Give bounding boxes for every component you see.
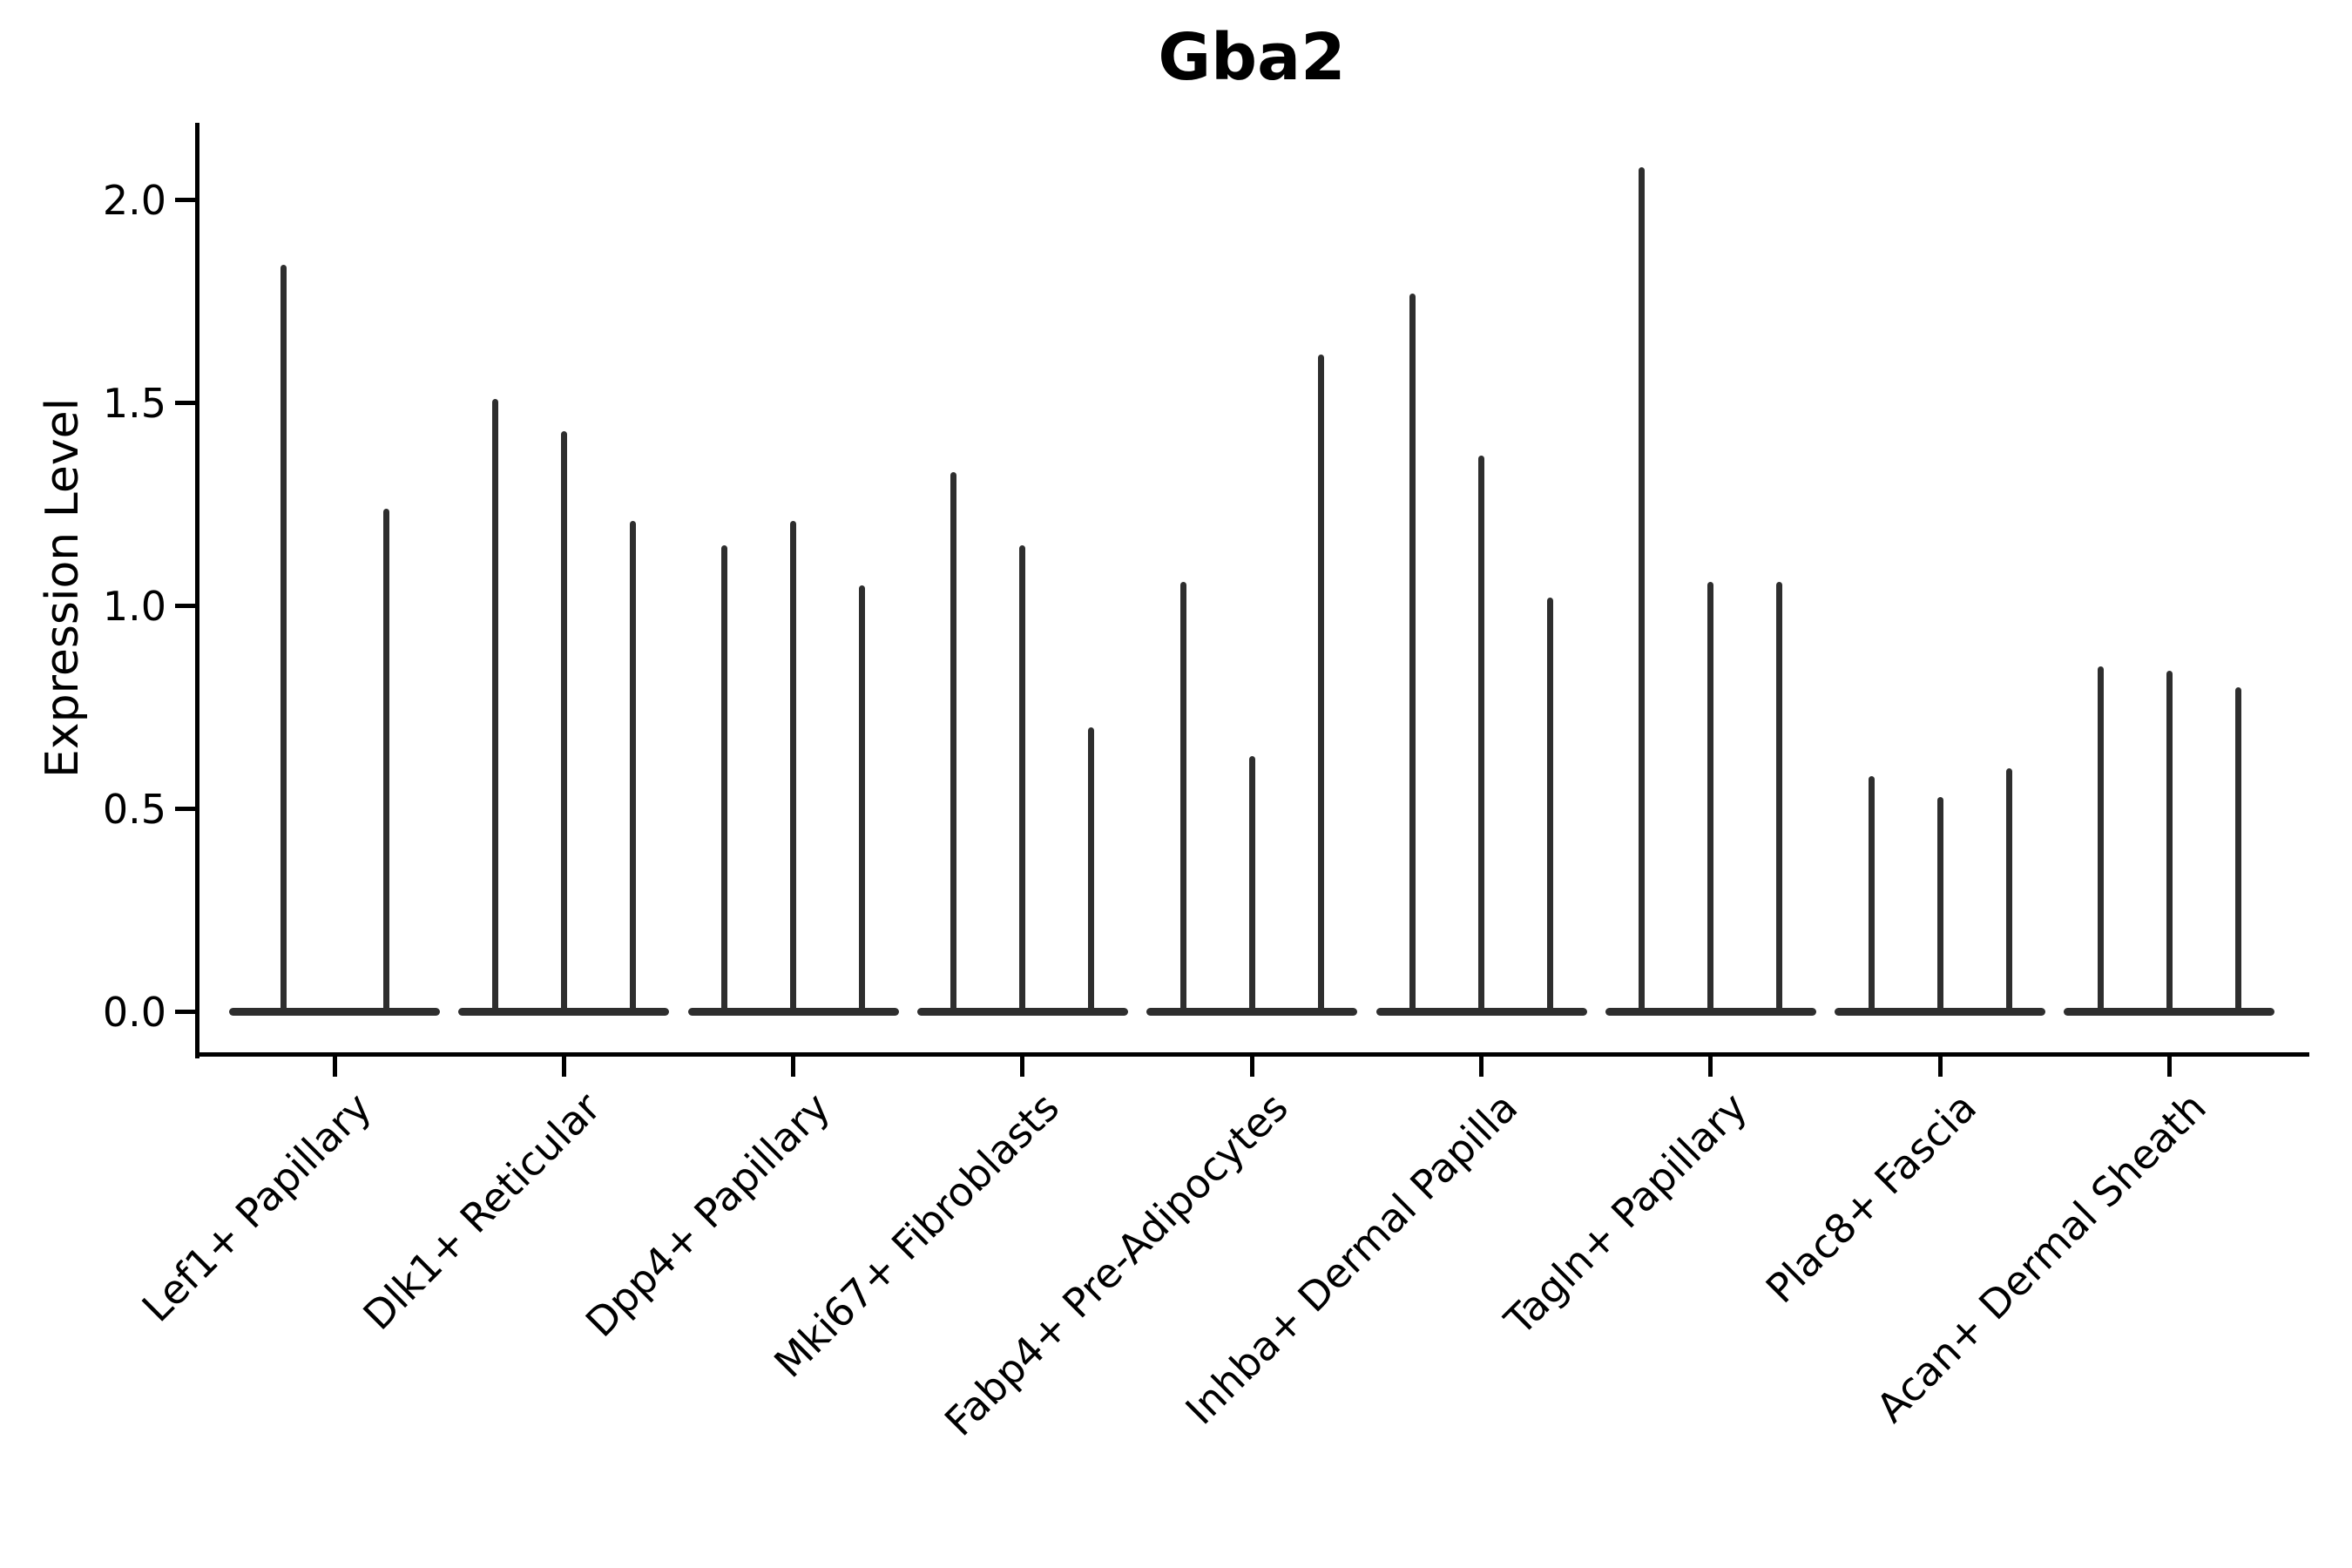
- violin-needle: [790, 520, 797, 1016]
- x-tick-mark: [561, 1056, 566, 1077]
- violin-needle: [1478, 456, 1484, 1016]
- violin-needle: [1317, 354, 1324, 1016]
- x-tick-label-dpp4-papillary: Dpp4+ Papillary: [576, 1083, 839, 1347]
- y-tick-mark: [174, 401, 195, 405]
- violin-needle: [2097, 666, 2104, 1016]
- violin-needle: [2005, 767, 2012, 1016]
- x-tick-mark: [2166, 1056, 2172, 1077]
- y-tick-mark: [174, 198, 195, 202]
- violin-needle: [560, 431, 567, 1016]
- violin-needle: [721, 544, 728, 1016]
- violin-needle: [1776, 581, 1783, 1016]
- y-tick-mark: [174, 1010, 195, 1014]
- y-tick-mark: [174, 807, 195, 811]
- x-tick-mark: [1020, 1056, 1025, 1077]
- violin-needle: [1936, 796, 1943, 1016]
- violin-needle: [950, 471, 957, 1016]
- violin-needle: [1179, 581, 1186, 1016]
- y-tick-label: 2.0: [102, 176, 166, 224]
- x-tick-mark: [1708, 1056, 1713, 1077]
- x-axis-spine: [194, 1051, 2309, 1057]
- y-tick-label: 1.0: [102, 582, 166, 630]
- x-tick-label-dlk1-reticular: Dlk1+ Reticular: [354, 1083, 610, 1340]
- violin-needle: [629, 520, 636, 1016]
- violin-needle: [859, 585, 866, 1016]
- y-axis-spine: [194, 123, 199, 1058]
- x-tick-mark: [1937, 1056, 1943, 1077]
- x-tick-mark: [1479, 1056, 1484, 1077]
- violin-needle: [382, 508, 389, 1016]
- y-tick-label: 0.5: [102, 785, 166, 833]
- violin-needle: [1248, 755, 1255, 1016]
- violin-needle: [2234, 686, 2241, 1016]
- violin-base: [229, 1008, 440, 1016]
- violin-needle: [280, 265, 287, 1016]
- violin-needle: [491, 398, 498, 1016]
- x-tick-label-tagln-papillary: Tagln+ Papillary: [1495, 1083, 1756, 1344]
- violin-needle: [1019, 544, 1026, 1016]
- chart-title: Gba2: [1158, 20, 1346, 95]
- x-tick-label-lef1-papillary: Lef1+ Papillary: [132, 1083, 381, 1331]
- x-tick-label-plac8-fascia: Plac8+ Fascia: [1756, 1083, 1986, 1313]
- violin-needle: [1707, 581, 1714, 1016]
- y-tick-label: 0.0: [102, 988, 166, 1036]
- x-tick-mark: [1249, 1056, 1254, 1077]
- violin-needle: [2166, 671, 2173, 1016]
- violin-needle: [1639, 167, 1646, 1016]
- violin-needle: [1409, 293, 1416, 1016]
- violin-needle: [1547, 598, 1553, 1016]
- x-tick-mark: [332, 1056, 337, 1077]
- y-tick-label: 1.5: [102, 379, 166, 427]
- violin-needle: [1088, 727, 1095, 1016]
- y-tick-mark: [174, 604, 195, 608]
- violin-needle: [1868, 776, 1875, 1016]
- x-tick-mark: [791, 1056, 796, 1077]
